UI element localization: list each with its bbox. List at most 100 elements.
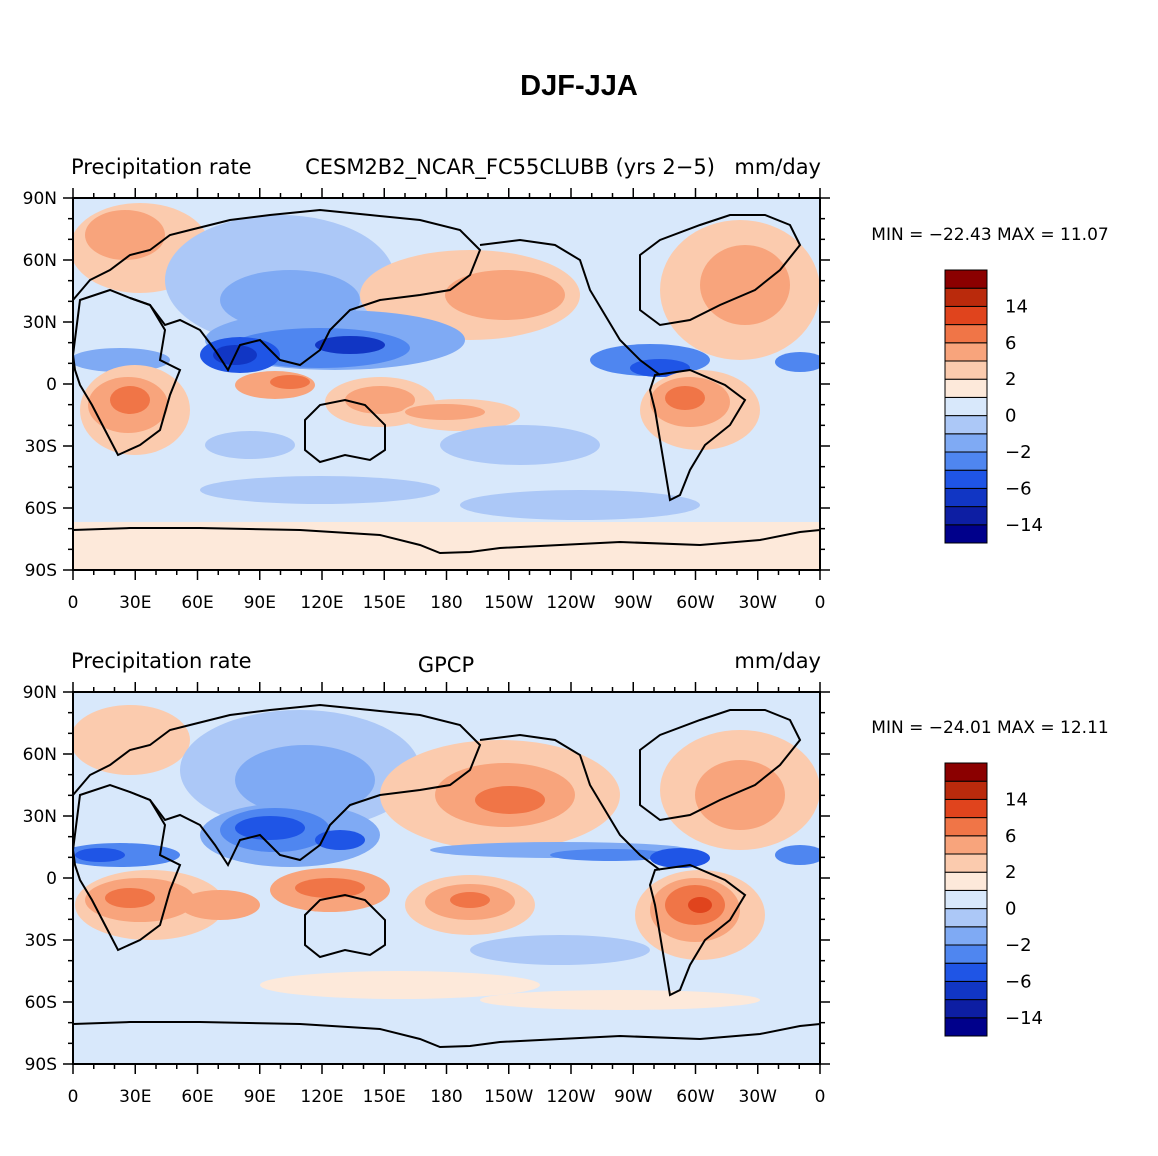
x-tick-label: 150W [484,593,533,613]
colorbar-label: −14 [1005,515,1043,536]
y-tick-label: 90N [23,189,57,209]
x-tick-label: 30E [119,1087,151,1107]
y-tick-label: 90S [25,561,57,581]
colorbar-label: 14 [1005,789,1028,810]
x-tick-label: 150E [363,593,406,613]
y-tick-label: 30S [25,437,57,457]
coastlines [73,703,820,1049]
y-tick-label: 30N [23,807,57,827]
colorbar-swatch [944,780,988,800]
x-tick-label: 90E [244,1087,276,1107]
colorbar-label: 6 [1005,826,1016,847]
panel-center-title: CESM2B2_NCAR_FC55CLUBB (yrs 2−5) [305,155,715,180]
colorbar-label: 14 [1005,296,1028,317]
panel-left-title: Precipitation rate [71,155,252,179]
x-tick-label: 120W [546,1087,595,1107]
model-panel: Precipitation rate CESM2B2_NCAR_FC55CLUB… [23,155,1109,613]
y-tick-label: 90S [25,1055,57,1075]
colorbar-swatch [944,305,988,326]
colorbar-swatch [944,980,988,1001]
x-tick-label: 180 [430,593,462,613]
figure-title: DJF-JJA [520,70,638,102]
x-tick-label: 60E [181,593,213,613]
panel-center-title: GPCP [418,653,474,677]
x-tick-label: 30E [119,593,151,613]
colorbar-swatch [944,360,988,380]
colorbar-swatch [944,908,988,928]
colorbar-swatch [944,871,988,891]
colorbar-swatch [944,798,988,819]
colorbar-swatch [944,1017,988,1037]
y-axis: 90S 60S 30S 0 30N 60N 90N [23,683,830,1075]
colorbar-swatch [944,962,988,982]
x-tick-label: 120W [546,593,595,613]
y-tick-label: 0 [46,869,57,889]
colorbar-label: −6 [1005,478,1032,499]
colorbar-label: 2 [1005,862,1016,883]
x-axis: 0 30E 60E 90E 120E 150E 180 150W 120W 90W 60W 30W 0 [68,188,826,613]
colorbar-label: 6 [1005,333,1016,354]
colorbar-swatch [944,999,988,1019]
colorbar-swatch [944,889,988,910]
colorbar-label: −2 [1005,442,1032,463]
x-tick-label: 120E [300,593,343,613]
min-max-stats: MIN = −24.01 MAX = 12.11 [871,718,1108,738]
colorbar-label: 0 [1005,406,1016,427]
x-tick-label: 180 [430,1087,462,1107]
colorbar-label: 0 [1005,899,1016,920]
colorbar-swatch [944,451,988,471]
x-tick-label: 150E [363,1087,406,1107]
panel-left-title: Precipitation rate [71,649,252,673]
colorbar-swatch [944,853,988,873]
y-tick-label: 60S [25,993,57,1013]
y-tick-label: 60N [23,251,57,271]
panel-units: mm/day [734,649,821,673]
colorbar-label: 2 [1005,369,1016,390]
colorbar-swatch [944,926,988,946]
colorbar-swatch [944,944,988,964]
x-tick-label: 60W [676,593,715,613]
panel-units: mm/day [734,155,821,179]
colorbar-swatch [944,524,988,544]
colorbar-label: −2 [1005,935,1032,956]
colorbar: −14 −6 −2 0 2 6 14 [944,762,1043,1037]
colorbar-swatch [944,817,988,837]
colorbar-swatch [944,287,988,307]
colorbar-swatch [944,342,988,362]
y-tick-label: 60S [25,499,57,519]
colorbar-swatch [944,506,988,526]
y-axis: 90S 60S 30S 0 30N 60N 90N [23,189,830,581]
colorbar-swatch [944,433,988,453]
y-tick-label: 90N [23,683,57,703]
x-tick-label: 120E [300,1087,343,1107]
coastlines [73,208,820,555]
x-tick-label: 0 [68,1087,79,1107]
colorbar-swatch [944,469,988,489]
precip-difference-field [73,692,820,1064]
x-tick-label: 90W [614,1087,653,1107]
colorbar-swatch [944,762,988,782]
x-tick-label: 0 [815,1087,826,1107]
colorbar-swatch [944,269,988,289]
y-tick-label: 30N [23,313,57,333]
min-max-stats: MIN = −22.43 MAX = 11.07 [871,225,1108,245]
y-tick-label: 0 [46,375,57,395]
obs-panel: Precipitation rate GPCP mm/day [23,649,1109,1107]
colorbar: −14 −6 −2 0 2 6 14 [944,269,1043,544]
x-tick-label: 60W [676,1087,715,1107]
x-tick-label: 90E [244,593,276,613]
colorbar-label: −6 [1005,971,1032,992]
x-tick-label: 60E [181,1087,213,1107]
x-tick-label: 0 [815,593,826,613]
precip-difference-field [73,198,820,570]
x-axis: 0 30E 60E 90E 120E 150E 180 150W 120W 90W 60W 30W 0 [68,682,826,1107]
y-tick-label: 30S [25,931,57,951]
x-tick-label: 30W [739,1087,778,1107]
x-tick-label: 30W [739,593,778,613]
colorbar-swatch [944,378,988,398]
colorbar-swatch [944,396,988,417]
colorbar-swatch [944,835,988,855]
colorbar-swatch [944,415,988,435]
colorbar-swatch [944,487,988,508]
